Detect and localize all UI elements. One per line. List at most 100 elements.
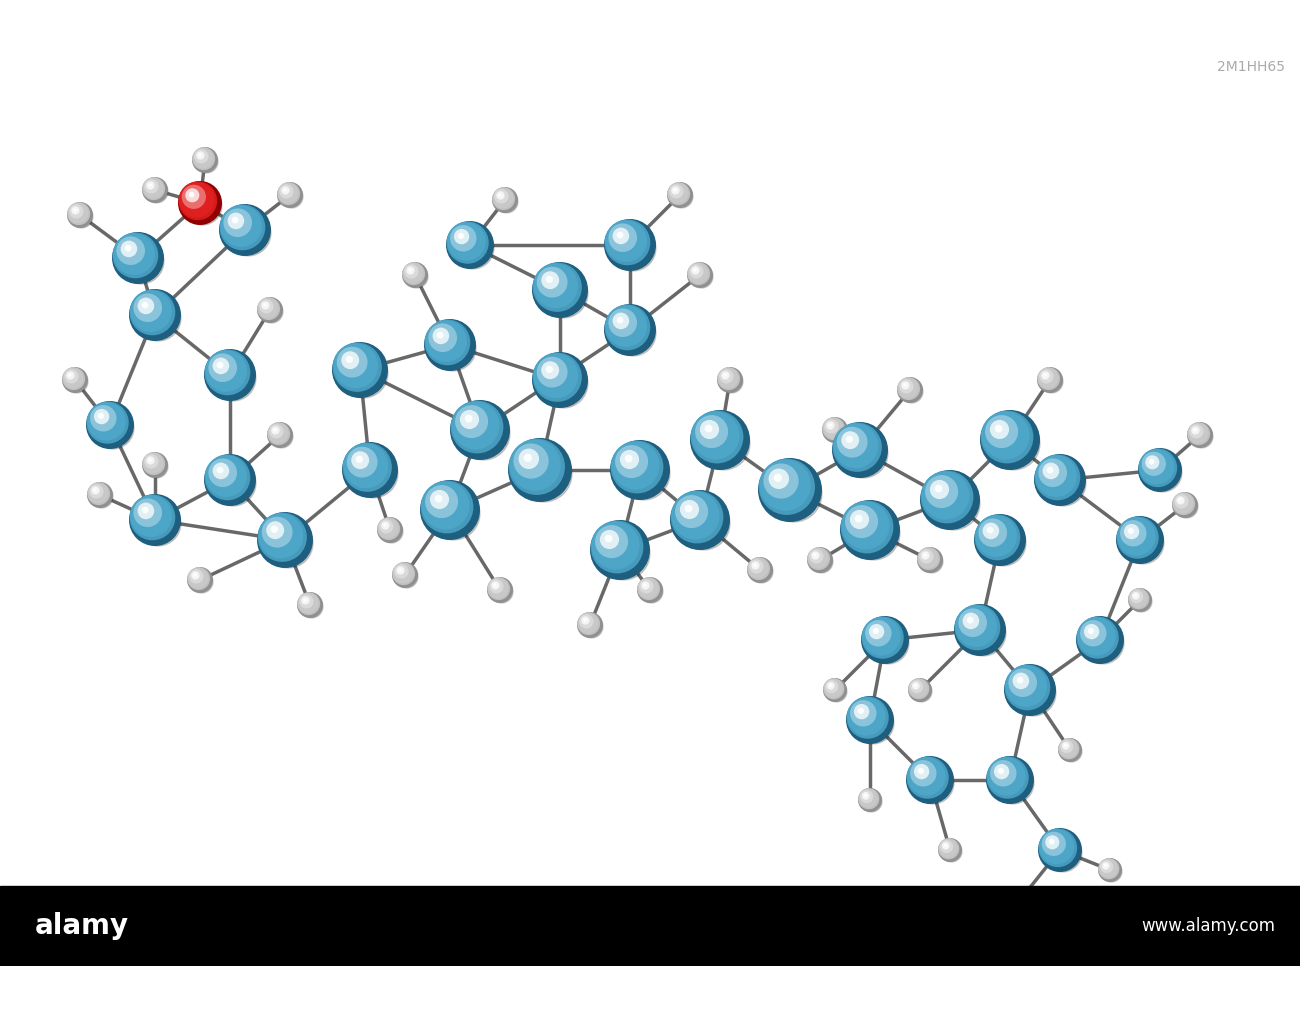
Circle shape [810, 550, 833, 573]
Circle shape [437, 332, 443, 338]
Circle shape [541, 271, 559, 290]
Circle shape [906, 757, 949, 799]
Circle shape [298, 592, 318, 614]
Circle shape [333, 342, 382, 392]
Circle shape [858, 788, 878, 808]
Circle shape [1122, 522, 1164, 564]
Circle shape [1176, 496, 1184, 505]
Circle shape [1139, 449, 1174, 485]
Circle shape [809, 550, 823, 564]
Circle shape [1104, 864, 1108, 867]
Circle shape [393, 563, 413, 583]
Circle shape [277, 182, 303, 208]
Circle shape [640, 580, 663, 604]
Circle shape [266, 422, 292, 448]
Circle shape [118, 238, 164, 284]
Circle shape [862, 617, 901, 655]
Circle shape [696, 416, 728, 448]
Circle shape [1098, 859, 1119, 880]
Circle shape [1175, 495, 1199, 518]
Circle shape [191, 571, 200, 579]
Circle shape [832, 422, 888, 478]
Circle shape [1080, 620, 1106, 646]
Circle shape [508, 439, 566, 495]
Circle shape [922, 552, 929, 560]
Circle shape [86, 401, 134, 449]
Circle shape [434, 495, 442, 503]
Circle shape [446, 221, 489, 264]
Circle shape [302, 596, 309, 605]
Circle shape [1076, 616, 1124, 664]
Circle shape [747, 558, 768, 578]
Circle shape [134, 294, 162, 322]
Circle shape [826, 421, 848, 443]
Circle shape [130, 290, 176, 335]
Circle shape [906, 756, 954, 804]
Circle shape [143, 178, 164, 198]
Circle shape [747, 557, 773, 583]
Circle shape [994, 764, 1009, 779]
Circle shape [1138, 448, 1182, 492]
Circle shape [900, 380, 923, 403]
Circle shape [910, 680, 923, 693]
Circle shape [407, 266, 415, 274]
Circle shape [671, 186, 680, 195]
Circle shape [719, 369, 733, 383]
Circle shape [458, 233, 464, 239]
Circle shape [610, 310, 656, 356]
Circle shape [1010, 890, 1023, 903]
Circle shape [182, 185, 205, 209]
Circle shape [1009, 888, 1030, 909]
Circle shape [919, 550, 933, 564]
Circle shape [1115, 516, 1164, 564]
Circle shape [393, 562, 415, 585]
Circle shape [991, 760, 1017, 786]
Circle shape [341, 352, 359, 369]
Circle shape [1188, 423, 1209, 443]
Circle shape [510, 440, 560, 491]
Circle shape [1117, 517, 1156, 556]
Circle shape [864, 793, 867, 797]
Circle shape [1058, 739, 1079, 759]
Circle shape [420, 480, 480, 539]
Circle shape [774, 473, 783, 482]
Circle shape [985, 756, 1034, 804]
Circle shape [1193, 429, 1197, 432]
Circle shape [580, 615, 594, 629]
Circle shape [190, 570, 213, 593]
Circle shape [840, 500, 900, 560]
Circle shape [113, 233, 159, 278]
Circle shape [516, 446, 572, 502]
Circle shape [211, 460, 256, 506]
Circle shape [333, 343, 378, 388]
Circle shape [260, 300, 283, 323]
Circle shape [73, 208, 77, 211]
Circle shape [450, 400, 510, 460]
Circle shape [671, 491, 723, 544]
Circle shape [625, 455, 633, 462]
Circle shape [87, 482, 113, 508]
Circle shape [546, 366, 552, 373]
Circle shape [303, 598, 307, 601]
Circle shape [87, 483, 111, 505]
Circle shape [941, 841, 962, 862]
Circle shape [204, 454, 251, 500]
Circle shape [852, 702, 894, 744]
Circle shape [680, 500, 699, 519]
Circle shape [425, 485, 458, 518]
Circle shape [514, 443, 549, 479]
Circle shape [125, 245, 131, 252]
Circle shape [1043, 462, 1060, 480]
Circle shape [519, 448, 540, 469]
Circle shape [186, 188, 199, 202]
Circle shape [868, 624, 884, 639]
Circle shape [90, 485, 104, 499]
Circle shape [259, 513, 303, 558]
Circle shape [838, 429, 888, 478]
Circle shape [537, 267, 568, 298]
Circle shape [278, 183, 299, 203]
Circle shape [747, 557, 770, 580]
Circle shape [194, 573, 196, 577]
Circle shape [231, 216, 238, 224]
Circle shape [954, 604, 1006, 656]
